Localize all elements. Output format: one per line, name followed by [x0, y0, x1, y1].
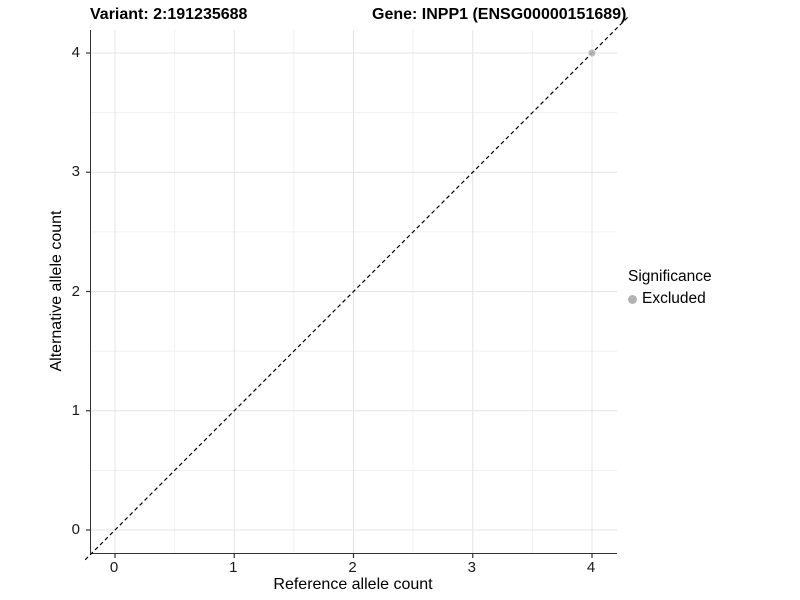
y-tick-label: 4 [71, 44, 80, 61]
x-tick-label: 3 [467, 559, 476, 576]
x-tick-label: 1 [229, 559, 238, 576]
plot-title-gene: Gene: INPP1 (ENSG00000151689) [372, 6, 627, 23]
identity-dashed-line [84, 16, 629, 561]
legend-item-excluded: Excluded [628, 290, 712, 308]
y-tick-label: 3 [71, 163, 80, 181]
y-tick-label: 2 [71, 282, 80, 300]
legend-title: Significance [628, 268, 712, 285]
x-axis-title: Reference allele count [273, 576, 433, 593]
x-tick-label: 4 [586, 559, 596, 576]
y-tick-label: 0 [71, 521, 80, 538]
x-tick-label: 2 [348, 559, 357, 576]
data-point-excluded [588, 49, 596, 57]
legend: Significance Excluded [628, 268, 712, 308]
plot-panel [84, 16, 629, 561]
plot-canvas [84, 16, 629, 561]
legend-item-label: Excluded [642, 290, 706, 307]
plot-title-variant: Variant: 2:191235688 [90, 6, 248, 23]
y-axis-title: Alternative allele count [48, 210, 65, 372]
y-tick-label: 1 [71, 401, 80, 419]
excluded-point-icon [628, 294, 637, 304]
x-tick-label: 0 [109, 559, 119, 576]
